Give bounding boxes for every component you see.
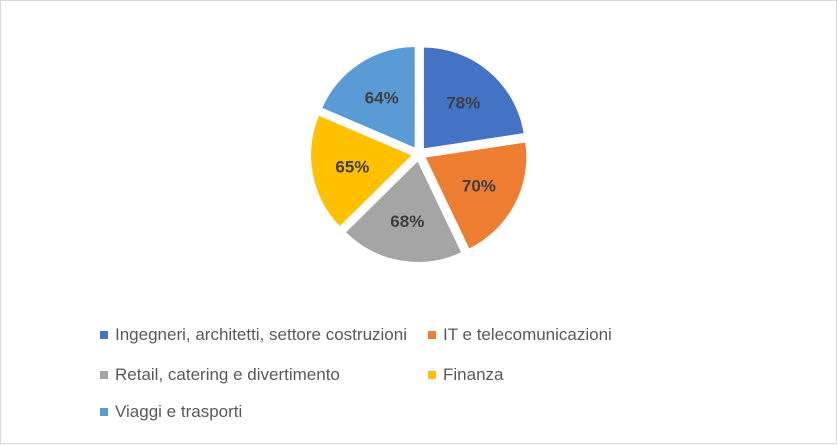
slice-label-it: 70% (462, 177, 496, 196)
slice-label-viaggi: 64% (365, 88, 399, 107)
legend-swatch (428, 371, 436, 379)
legend-swatch (428, 331, 436, 339)
legend-label: IT e telecomunicazioni (443, 325, 612, 344)
pie-slice-it (422, 140, 529, 252)
legend-label: Viaggi e trasporti (115, 402, 243, 421)
legend-item-retail: Retail, catering e divertimento (100, 365, 340, 385)
legend-label: Finanza (443, 365, 504, 384)
pie-slice-finanza (309, 113, 415, 229)
slice-label-finanza: 65% (335, 158, 369, 177)
slice-label-ingegneri: 78% (446, 94, 480, 113)
legend-label: Ingegneri, architetti, settore costruzio… (115, 325, 407, 344)
pie-slice-ingegneri (421, 45, 526, 151)
legend-item-ingegneri: Ingegneri, architetti, settore costruzio… (100, 325, 407, 345)
legend-swatch (100, 408, 108, 416)
slice-label-retail: 68% (390, 212, 424, 231)
pie-slice-retail (343, 158, 464, 264)
pie-slice-viaggi (319, 44, 417, 151)
legend-label: Retail, catering e divertimento (115, 365, 340, 384)
legend-item-it: IT e telecomunicazioni (428, 325, 612, 345)
legend-item-viaggi: Viaggi e trasporti (100, 402, 242, 422)
legend-swatch (100, 371, 108, 379)
legend-swatch (100, 331, 108, 339)
legend-item-finanza: Finanza (428, 365, 503, 385)
